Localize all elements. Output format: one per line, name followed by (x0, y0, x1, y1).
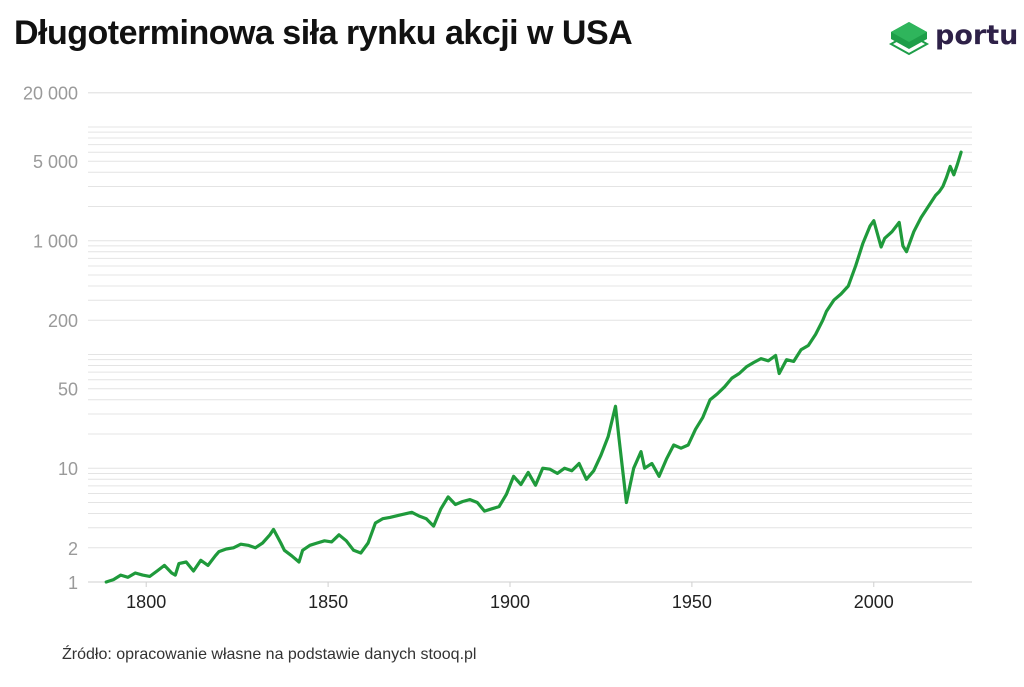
x-axis: 1800 1850 1900 1950 2000 (126, 582, 894, 612)
chart-title: Długoterminowa siła rynku akcji w USA (14, 14, 633, 52)
x-tick-label: 2000 (854, 592, 894, 612)
x-tick-label: 1850 (308, 592, 348, 612)
y-axis: 1 2 10 50 200 1 000 5 000 20 000 (23, 84, 78, 593)
y-tick-label: 200 (48, 311, 78, 331)
y-tick-label: 10 (58, 459, 78, 479)
source-note: Źródło: opracowanie własne na podstawie … (62, 646, 477, 663)
logo-text: portu (935, 20, 1019, 51)
series-layer (104, 150, 963, 584)
logo-top-face (891, 22, 927, 42)
x-tick-label: 1800 (126, 592, 166, 612)
y-tick-label: 2 (68, 539, 78, 559)
y-tick-label: 5 000 (33, 152, 78, 172)
y-tick-label: 1 000 (33, 232, 78, 252)
grid-lines (88, 92, 972, 583)
line-chart: 1 2 10 50 200 1 000 5 000 20 000 1800 1850 1900 19… (23, 84, 972, 612)
y-tick-label: 1 (68, 573, 78, 593)
series-line (104, 150, 963, 584)
y-tick-label: 50 (58, 380, 78, 400)
x-tick-label: 1900 (490, 592, 530, 612)
layers-icon (888, 22, 930, 56)
portu-logo[interactable]: portu (887, 18, 1018, 60)
x-tick-label: 1950 (672, 592, 712, 612)
y-tick-label: 20 000 (23, 84, 78, 104)
